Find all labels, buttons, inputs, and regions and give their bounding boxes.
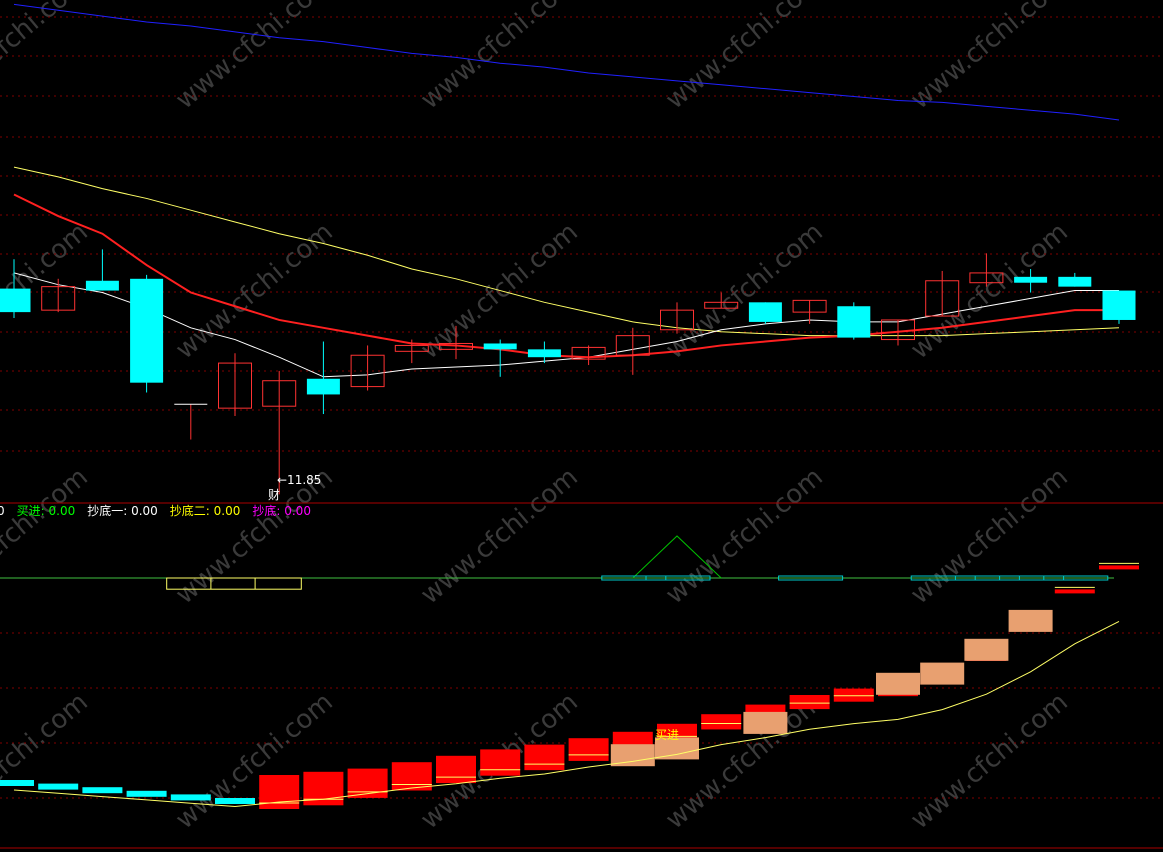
indicator-bar-red bbox=[480, 749, 521, 776]
indicator-bar-red bbox=[568, 738, 609, 761]
legend-item: 0 bbox=[0, 504, 5, 518]
zero-line-marker bbox=[1043, 575, 1109, 581]
orange-block bbox=[920, 662, 965, 685]
zero-line-marker bbox=[601, 575, 667, 581]
candle-up bbox=[350, 354, 385, 388]
indicator-bar-red bbox=[391, 762, 432, 791]
watermark-text: www.cfchi.com bbox=[905, 687, 1074, 835]
indicator-legend: 0 买进: 0.00 抄底一: 0.00 抄底二: 0.00 抄底: 0.00 bbox=[0, 503, 311, 518]
candle-down bbox=[85, 280, 119, 291]
candle-up bbox=[925, 280, 960, 317]
buy-signal-label: 买进 bbox=[655, 728, 679, 742]
outline-box bbox=[166, 577, 302, 590]
candle-up bbox=[969, 272, 1004, 284]
watermark-text: www.cfchi.com bbox=[415, 462, 584, 610]
candle-down bbox=[527, 349, 561, 358]
watermark-text: www.cfchi.com bbox=[905, 217, 1074, 365]
legend-item: 抄底: 0.00 bbox=[252, 503, 311, 518]
candlesticks bbox=[0, 249, 1136, 495]
candle-up bbox=[615, 335, 650, 356]
candle-down bbox=[1058, 276, 1092, 287]
indicator-bar-cyan bbox=[82, 787, 123, 794]
candle-down bbox=[1014, 276, 1048, 283]
orange-block bbox=[1008, 609, 1053, 632]
ma-yellow-line bbox=[13, 166, 1120, 337]
indicator-bar-red bbox=[1054, 589, 1095, 594]
indicator-bar-cyan bbox=[38, 783, 79, 790]
candle-down bbox=[837, 306, 871, 338]
moving-average-lines bbox=[13, 3, 1120, 378]
indicator-bar-red bbox=[789, 695, 830, 710]
candle-down bbox=[748, 302, 782, 322]
low-price-annotation: ←11.85 bbox=[277, 473, 321, 487]
indicator-panel bbox=[0, 535, 1139, 809]
orange-block bbox=[743, 711, 788, 734]
candle-up bbox=[218, 362, 252, 409]
indicator-bar-cyan bbox=[0, 780, 34, 786]
watermark-text: www.cfchi.com bbox=[660, 462, 829, 610]
candle-down bbox=[0, 288, 31, 313]
candle-up bbox=[439, 342, 473, 350]
legend-item: 抄底一: 0.00 bbox=[87, 503, 158, 518]
indicator-bar-red bbox=[436, 755, 476, 784]
zero-line-marker bbox=[645, 575, 711, 581]
orange-block bbox=[876, 672, 920, 695]
ma-blue-line bbox=[13, 3, 1120, 121]
candle-down bbox=[483, 343, 517, 350]
watermark-text: www.cfchi.com bbox=[170, 687, 339, 835]
indicator-bar-red bbox=[524, 744, 565, 771]
zero-line-marker bbox=[954, 575, 1020, 581]
candle-up bbox=[41, 286, 76, 311]
ma-white-line bbox=[13, 272, 1119, 378]
candle-up bbox=[571, 346, 606, 360]
ma-red-line bbox=[13, 193, 1119, 359]
zero-line-marker bbox=[910, 575, 976, 581]
indicator-bar-cyan bbox=[170, 794, 211, 801]
watermark-text: www.cfchi.com bbox=[660, 687, 829, 835]
orange-block bbox=[964, 638, 1009, 661]
indicator-bar-cyan bbox=[126, 790, 167, 797]
orange-block bbox=[655, 737, 699, 760]
candle-up bbox=[704, 301, 739, 309]
grid-lines bbox=[0, 16, 1163, 849]
indicator-bar-red bbox=[347, 768, 388, 798]
zero-line-marker bbox=[999, 575, 1065, 581]
indicator-bar-cyan bbox=[215, 798, 255, 804]
signal-triangle bbox=[632, 535, 722, 579]
legend-item: 买进: 0.00 bbox=[17, 504, 76, 518]
candle-up bbox=[394, 344, 429, 352]
indicator-line bbox=[13, 620, 1120, 808]
watermark-text: www.cfchi.com bbox=[0, 462, 94, 610]
legend-item: 抄底二: 0.00 bbox=[170, 503, 241, 518]
watermark-text: www.cfchi.com bbox=[170, 217, 339, 365]
watermark-text: www.cfchi.com bbox=[905, 462, 1074, 610]
candle-up bbox=[881, 319, 915, 341]
candle-down bbox=[306, 378, 340, 395]
candle-down bbox=[1102, 290, 1136, 320]
orange-block bbox=[610, 744, 655, 767]
candle-up bbox=[660, 309, 694, 331]
watermark-text: www.cfchi.com bbox=[0, 687, 94, 835]
indicator-bar-red bbox=[1099, 565, 1139, 570]
indicator-bar-red bbox=[833, 688, 874, 702]
candle-down bbox=[130, 278, 164, 383]
candle-up bbox=[792, 299, 827, 313]
indicator-bar-red bbox=[701, 714, 742, 730]
watermarks: www.cfchi.com www.cfchi.com www.cfchi.com w… bbox=[0, 0, 1074, 835]
candle-up bbox=[262, 380, 297, 407]
zero-line-marker bbox=[778, 575, 844, 581]
low-marker-label: 财 bbox=[268, 488, 280, 502]
